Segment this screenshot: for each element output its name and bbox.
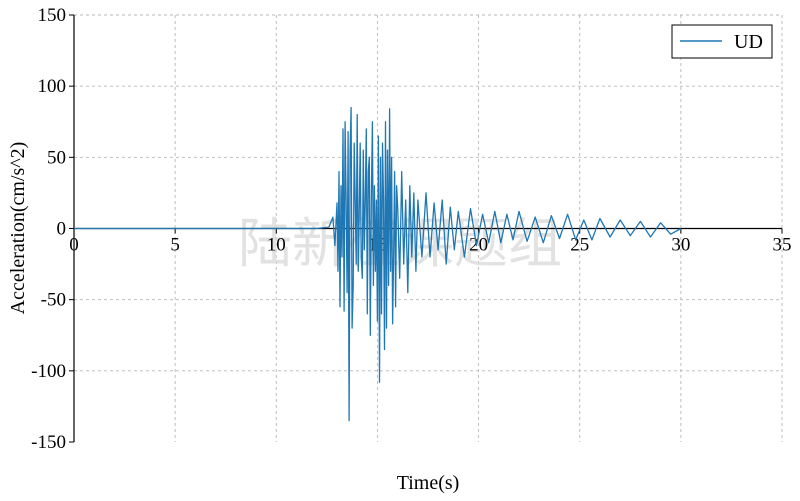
x-tick-label-25: 25	[570, 235, 589, 256]
y-tick-label--100: -100	[31, 361, 66, 382]
x-axis-label: Time(s)	[397, 472, 460, 494]
x-tick-label-35: 35	[773, 235, 792, 256]
legend: UD	[671, 24, 773, 59]
legend-label-ud: UD	[734, 31, 763, 53]
y-tick-label-150: 150	[38, 5, 67, 26]
y-tick-label--150: -150	[31, 432, 66, 453]
x-tick-label-5: 5	[170, 235, 180, 256]
y-axis-label: Acceleration(cm/s^2)	[7, 142, 29, 315]
y-tick-label-0: 0	[57, 219, 67, 240]
y-tick-label-50: 50	[47, 147, 66, 168]
x-tick-label-10: 10	[267, 235, 286, 256]
x-tick-label-20: 20	[469, 235, 488, 256]
x-tick-label-30: 30	[671, 235, 690, 256]
series-line-ud	[74, 106, 682, 422]
y-tick-label-100: 100	[38, 76, 67, 97]
x-tick-label-0: 0	[69, 235, 79, 256]
y-tick-label--50: -50	[41, 290, 66, 311]
